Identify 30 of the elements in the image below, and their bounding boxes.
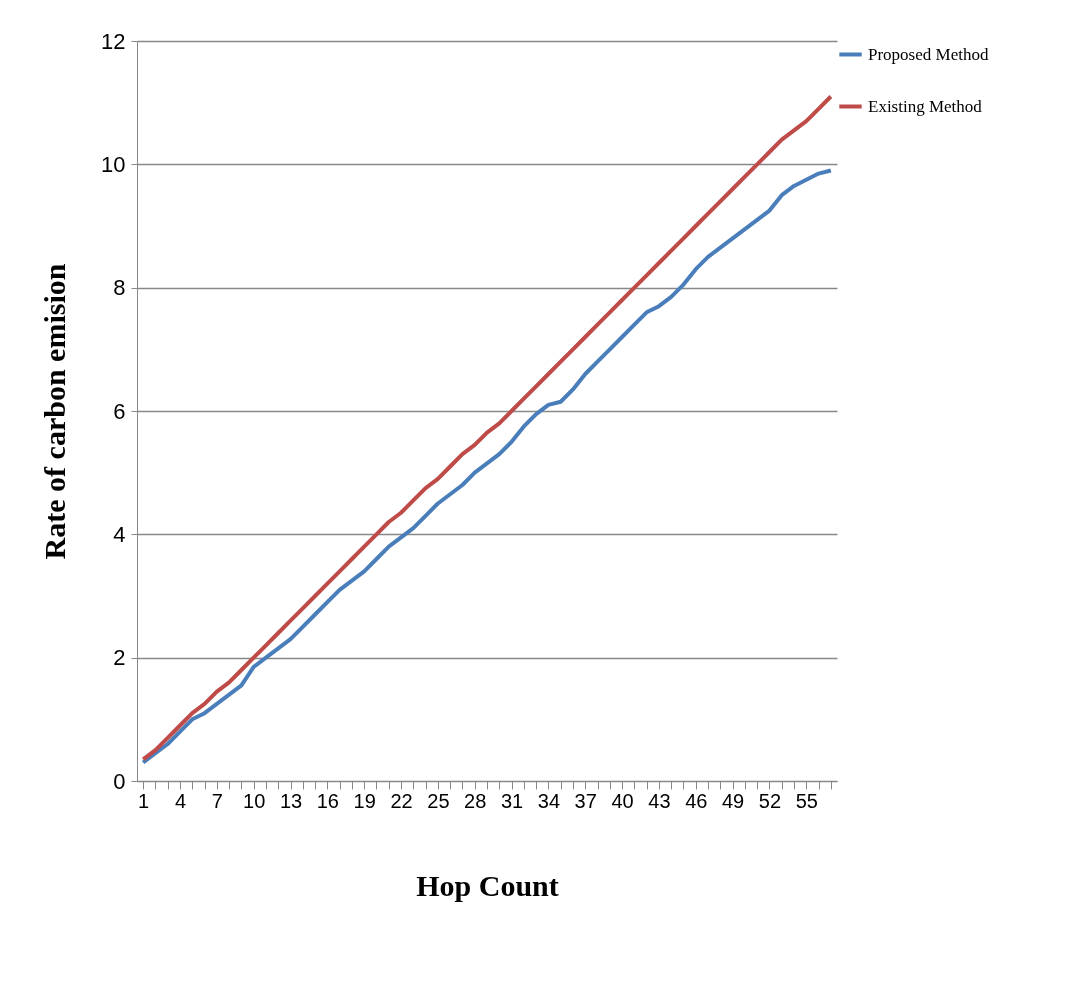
x-tick-label: 7	[211, 789, 223, 812]
x-tick-label: 22	[390, 789, 413, 812]
y-tick-label: 6	[113, 398, 126, 424]
x-tick-label: 10	[243, 789, 266, 812]
y-tick-label: 4	[113, 521, 126, 547]
x-tick-label: 28	[464, 789, 487, 812]
x-tick-label: 1	[138, 789, 150, 812]
x-tick-label: 31	[500, 789, 524, 812]
x-tick-label: 52	[758, 789, 782, 812]
x-tick-label: 55	[795, 789, 818, 812]
x-tick-label: 49	[721, 789, 745, 812]
y-tick-label: 12	[101, 28, 126, 54]
y-axis-title: Rate of carbon emision	[38, 263, 72, 560]
x-tick-label: 37	[574, 789, 597, 812]
x-tick-label: 43	[648, 789, 671, 812]
y-tick-label: 10	[101, 151, 126, 177]
x-tick-label: 25	[427, 789, 450, 812]
y-tick-label: 0	[113, 768, 126, 794]
y-tick-label: 2	[113, 645, 126, 671]
x-tick-label: 16	[316, 789, 339, 812]
x-tick-label: 13	[279, 789, 303, 812]
x-tick-label: 46	[685, 789, 708, 812]
x-tick-label: 19	[353, 789, 376, 812]
x-tick-label: 4	[174, 789, 187, 812]
x-axis-title: Hop Count	[416, 868, 559, 902]
x-tick-label: 34	[537, 789, 561, 812]
legend-label: Proposed Method	[868, 44, 989, 64]
y-tick-label: 8	[113, 275, 126, 301]
legend-label: Existing Method	[868, 96, 983, 116]
x-tick-label: 40	[611, 789, 634, 812]
